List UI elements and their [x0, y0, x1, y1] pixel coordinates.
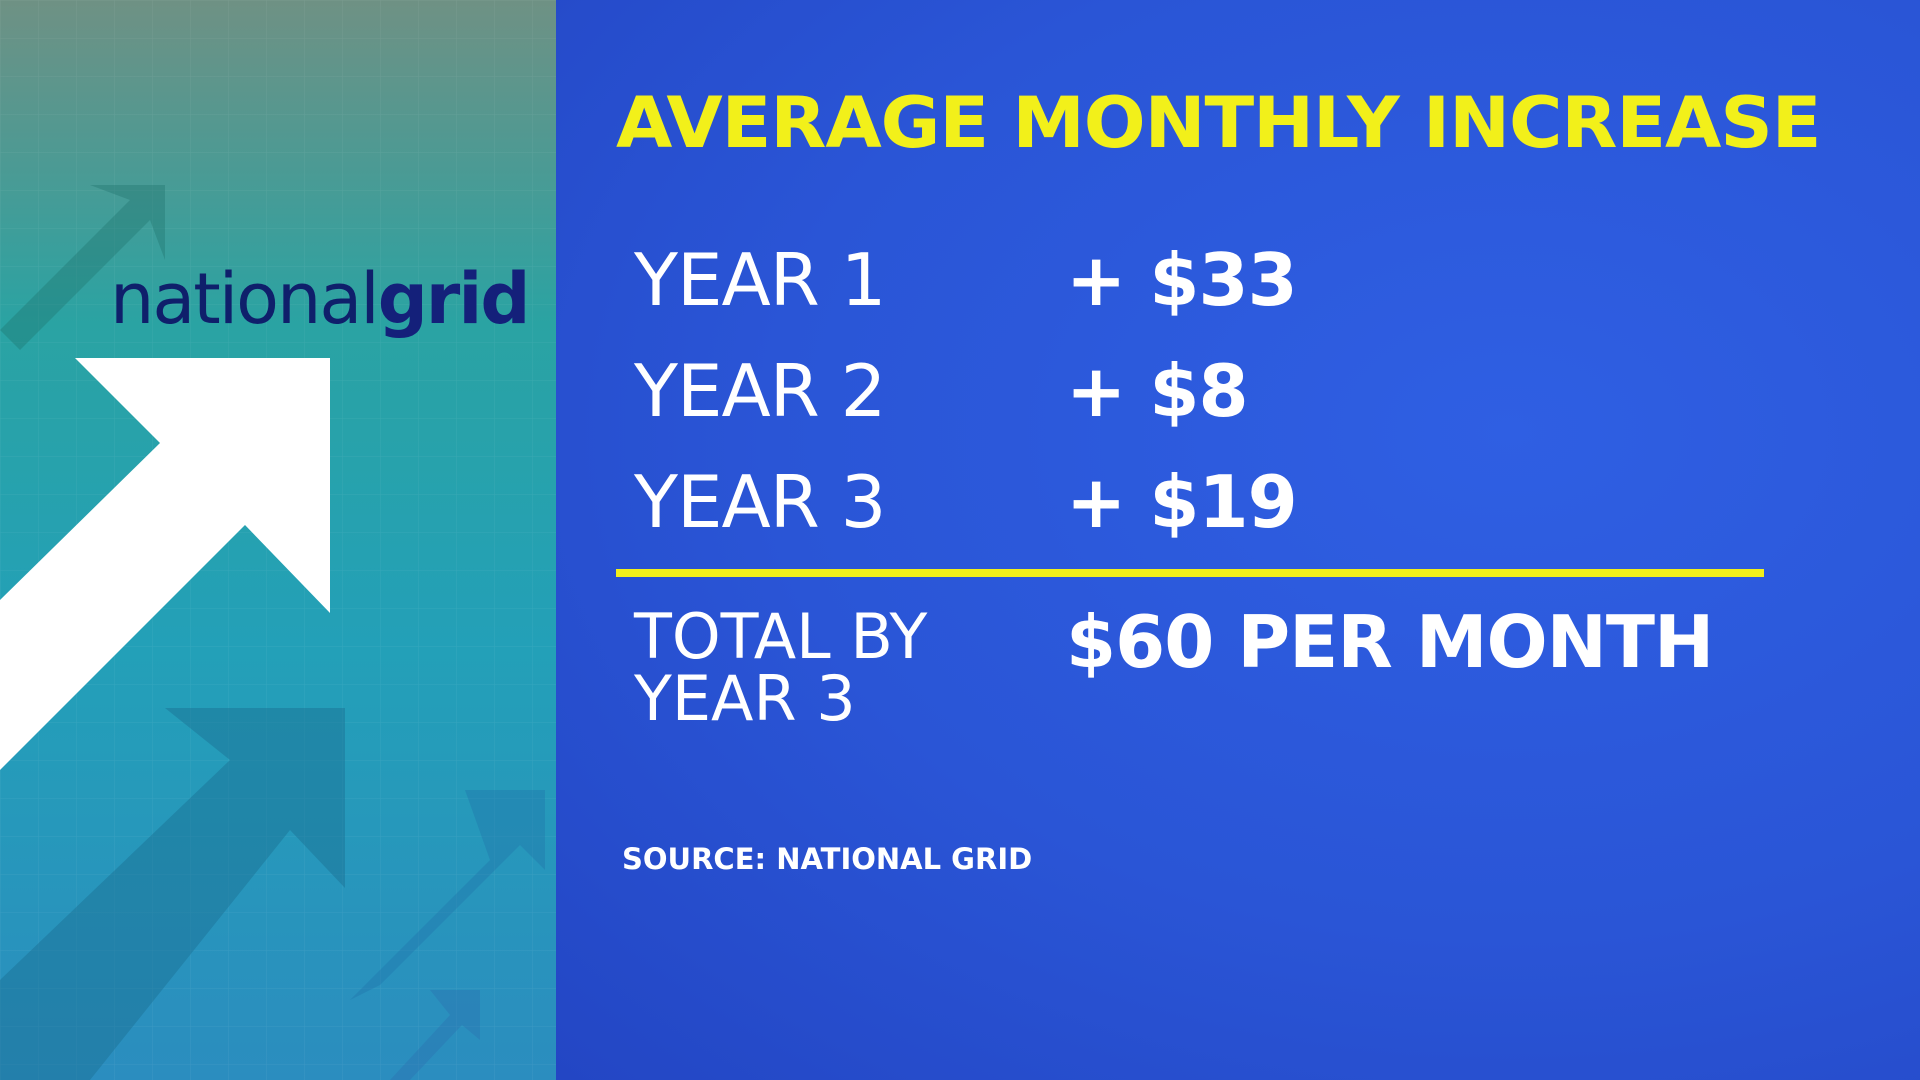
logo-text-national: national — [110, 258, 380, 340]
source-credit: SOURCE: NATIONAL GRID — [622, 842, 1033, 876]
year-1-label: YEAR 1 — [634, 238, 886, 322]
arrow-up-right-icon — [350, 790, 545, 1000]
total-label: TOTAL BY YEAR 3 — [634, 600, 928, 735]
national-grid-logo: nationalgrid — [110, 258, 531, 340]
brand-panel: nationalgrid — [0, 0, 556, 1080]
arrow-up-right-icon — [390, 990, 480, 1080]
logo-text-grid: grid — [377, 258, 531, 340]
year-1-value: + $33 — [1066, 238, 1298, 322]
arrow-up-right-icon — [0, 185, 165, 350]
arrow-graphics — [0, 0, 556, 1080]
arrow-up-right-icon — [0, 358, 330, 770]
content-panel — [556, 0, 1920, 1080]
year-3-label: YEAR 3 — [634, 460, 886, 544]
year-3-value: + $19 — [1066, 460, 1298, 544]
total-divider — [616, 569, 1764, 577]
arrow-up-right-icon — [0, 708, 345, 1080]
year-2-value: + $8 — [1066, 349, 1249, 433]
year-2-label: YEAR 2 — [634, 349, 886, 433]
total-value: $60 PER MONTH — [1066, 600, 1714, 684]
graphic-title: AVERAGE MONTHLY INCREASE — [616, 82, 1821, 164]
